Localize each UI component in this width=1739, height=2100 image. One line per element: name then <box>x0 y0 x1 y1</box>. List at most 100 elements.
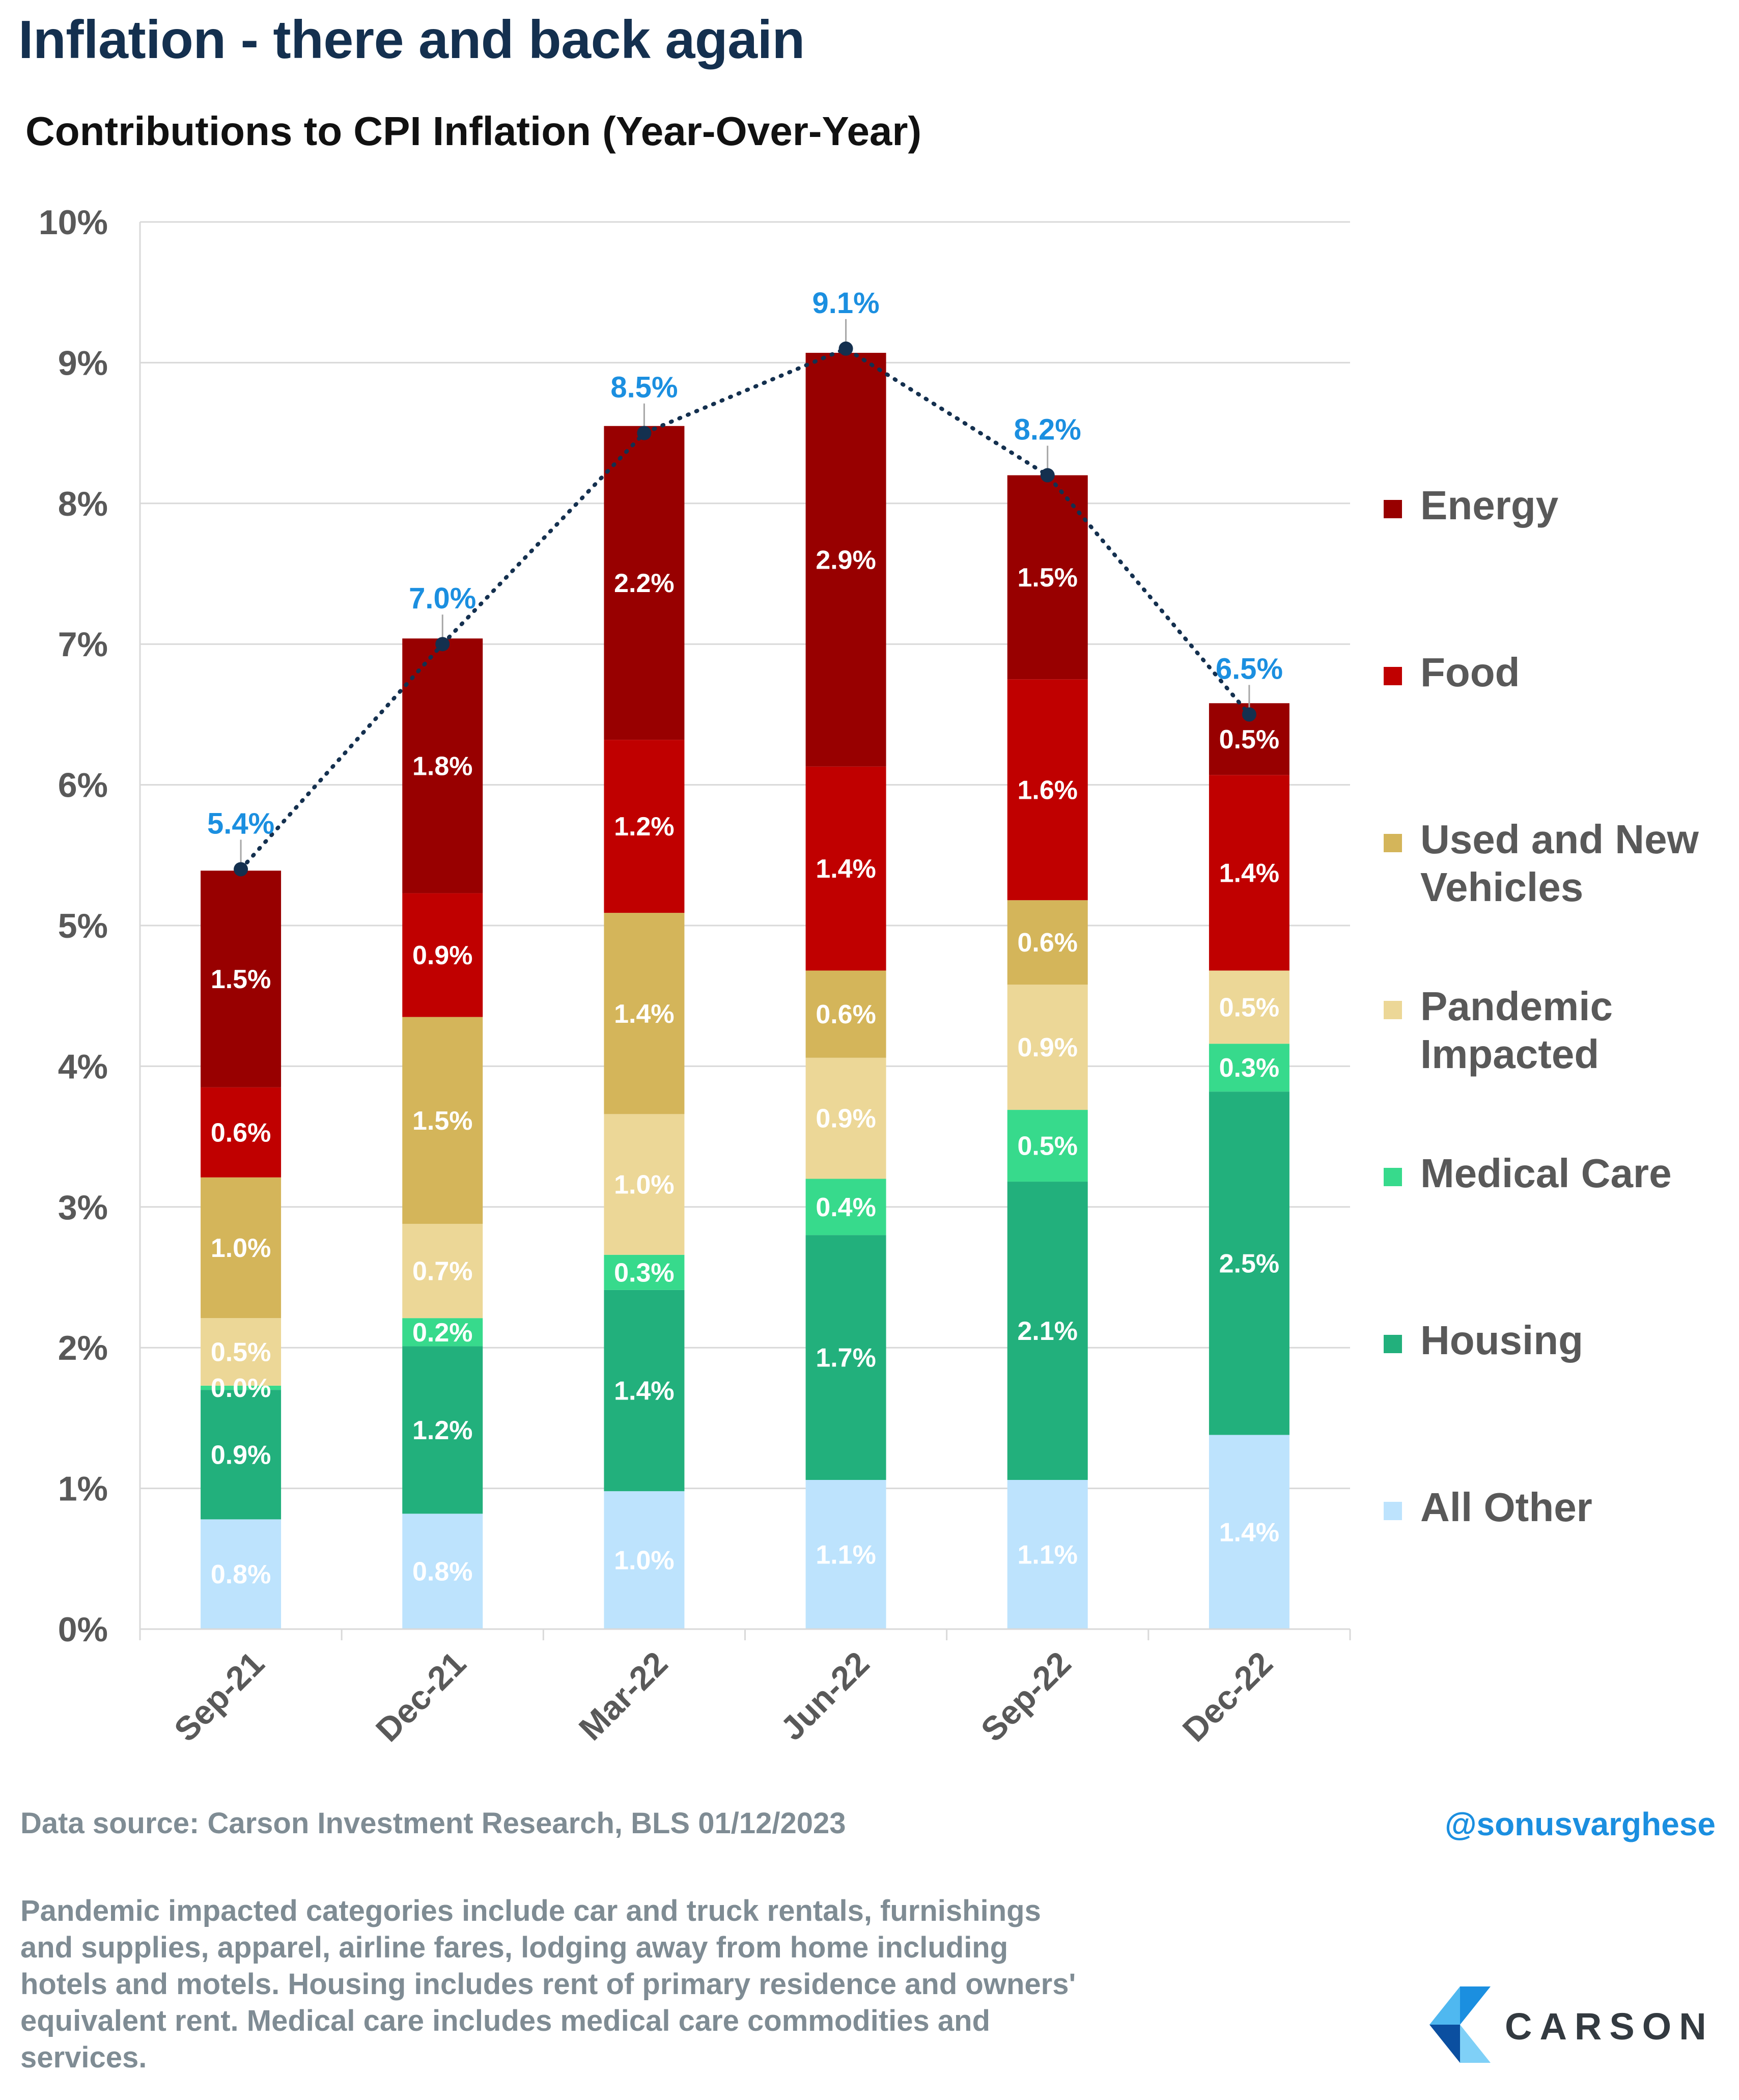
legend-label: Vehicles <box>1420 864 1583 910</box>
bar-segment-pandemic-impacted <box>402 1223 483 1319</box>
segment-label: 2.5% <box>1219 1249 1280 1278</box>
segment-label: 1.7% <box>816 1343 876 1373</box>
bar-segment-medical-care <box>201 1385 282 1390</box>
segment-label: 0.5% <box>211 1337 271 1367</box>
segment-label: 1.4% <box>614 1377 675 1406</box>
bar-segment-all-other <box>402 1514 483 1629</box>
bar-segment-food <box>402 893 483 1017</box>
legend-label: Pandemic <box>1420 984 1613 1029</box>
total-label: 5.4% <box>207 807 274 840</box>
y-axis: 0% 1% 2% 3% 4% 5% 6% 7% 8% 9% 10% <box>39 203 141 1649</box>
bar-segment-all-other <box>1007 1480 1088 1629</box>
segment-label: 1.1% <box>1017 1541 1078 1570</box>
bar-segment-medical-care <box>1007 1110 1088 1182</box>
x-tick-label: Jun-22 <box>773 1644 877 1748</box>
segment-label: 1.0% <box>211 1234 271 1263</box>
segment-label: 1.8% <box>412 751 473 781</box>
y-tick-label: 10% <box>39 203 108 242</box>
legend-swatch-medical-care <box>1384 1168 1402 1186</box>
x-tick-label: Mar-22 <box>572 1644 675 1748</box>
legend-label: Used and New <box>1420 817 1699 862</box>
segment-label: 1.4% <box>816 854 876 884</box>
legend-swatch-housing <box>1384 1335 1402 1353</box>
segment-label: 0.0% <box>211 1374 271 1403</box>
chart-subtitle: Contributions to CPI Inflation (Year-Ove… <box>25 108 922 154</box>
segment-label: 0.8% <box>412 1557 473 1587</box>
total-label: 8.5% <box>610 371 678 404</box>
bar-segment-food <box>1007 679 1088 901</box>
segment-label: 0.6% <box>211 1118 271 1147</box>
x-axis: Sep-21 Dec-21 Mar-22 Jun-22 Sep-22 Dec-22 <box>139 1628 1351 1749</box>
segment-label: 1.1% <box>816 1541 876 1570</box>
segment-label: 0.9% <box>816 1104 876 1134</box>
bar-segment-energy <box>201 871 282 1087</box>
bars <box>201 353 1289 1629</box>
x-tick-label: Dec-21 <box>369 1644 473 1749</box>
total-marker <box>637 426 652 440</box>
bar-segment-used-and-new-vehicles <box>604 913 685 1114</box>
legend-swatch-pandemic-impacted <box>1384 1001 1402 1019</box>
segment-label: 1.5% <box>211 965 271 994</box>
gridlines <box>140 221 1350 1630</box>
x-tick-label: Dec-22 <box>1175 1644 1279 1749</box>
y-tick-label: 0% <box>58 1610 108 1649</box>
bar-segment-all-other <box>604 1491 685 1629</box>
total-line: 5.4% 7.0% 8.5% 9.1% 8.2% 6.5% <box>207 287 1283 877</box>
total-marker <box>1040 468 1055 483</box>
bar-segment-used-and-new-vehicles <box>1007 900 1088 985</box>
total-marker <box>234 862 248 877</box>
segment-label: 1.5% <box>1017 563 1078 593</box>
segment-label: 0.5% <box>1219 993 1280 1022</box>
legend-swatch-all-other <box>1384 1502 1402 1520</box>
footnote: Pandemic impacted categories include car… <box>20 1894 1076 2074</box>
bar-segment-pandemic-impacted <box>604 1114 685 1255</box>
x-tick-label: Sep-21 <box>167 1644 271 1749</box>
bar-segment-energy <box>1007 475 1088 680</box>
segment-label: 2.9% <box>816 545 876 575</box>
total-marker <box>1242 707 1256 722</box>
author-handle[interactable]: @sonusvarghese <box>1445 1806 1716 1842</box>
bar-segment-used-and-new-vehicles <box>201 1177 282 1319</box>
segment-label: 1.4% <box>1219 858 1280 888</box>
segment-label: 0.6% <box>1017 928 1078 958</box>
segment-label: 0.5% <box>1017 1132 1078 1161</box>
carson-logo-text: CARSON <box>1505 2005 1714 2048</box>
segment-label: 0.9% <box>211 1440 271 1470</box>
carson-logo-mark-icon <box>1429 1986 1491 2063</box>
segment-label: 2.1% <box>1017 1317 1078 1346</box>
y-tick-label: 3% <box>58 1188 108 1227</box>
bar-segment-food <box>604 740 685 913</box>
bar-segment-all-other <box>805 1480 886 1629</box>
bar-segment-all-other <box>201 1519 282 1629</box>
bar-segment-energy <box>604 426 685 740</box>
segment-label: 1.2% <box>412 1416 473 1445</box>
bar-segment-all-other <box>1209 1435 1289 1629</box>
bar-segment-used-and-new-vehicles <box>402 1017 483 1224</box>
segment-label: 0.8% <box>211 1560 271 1589</box>
y-tick-label: 6% <box>58 766 108 805</box>
legend-label: Medical Care <box>1420 1151 1672 1196</box>
segment-label: 1.0% <box>614 1170 675 1200</box>
bar-segment-food <box>201 1087 282 1178</box>
bar-segment-medical-care <box>402 1318 483 1347</box>
segment-label: 1.6% <box>1017 775 1078 805</box>
total-marker <box>838 341 853 356</box>
segment-label: 0.7% <box>412 1257 473 1286</box>
bar-segment-food <box>805 766 886 971</box>
total-label: 6.5% <box>1216 652 1283 685</box>
legend-label: Housing <box>1420 1318 1583 1363</box>
segment-label: 0.3% <box>614 1258 675 1287</box>
bar-segment-energy <box>402 638 483 893</box>
total-marker <box>435 637 450 652</box>
bar-segment-pandemic-impacted <box>1007 985 1088 1110</box>
segment-label: 2.2% <box>614 569 675 598</box>
total-dotted-line <box>239 346 1251 872</box>
bar-segment-food <box>1209 775 1289 971</box>
legend-label: Food <box>1420 650 1520 695</box>
legend-swatch-energy <box>1384 500 1402 518</box>
segment-label: 1.4% <box>614 999 675 1029</box>
bar-segment-housing <box>402 1346 483 1514</box>
total-label: 7.0% <box>409 582 476 615</box>
segment-label: 1.4% <box>1219 1518 1280 1547</box>
y-tick-label: 8% <box>58 485 108 523</box>
